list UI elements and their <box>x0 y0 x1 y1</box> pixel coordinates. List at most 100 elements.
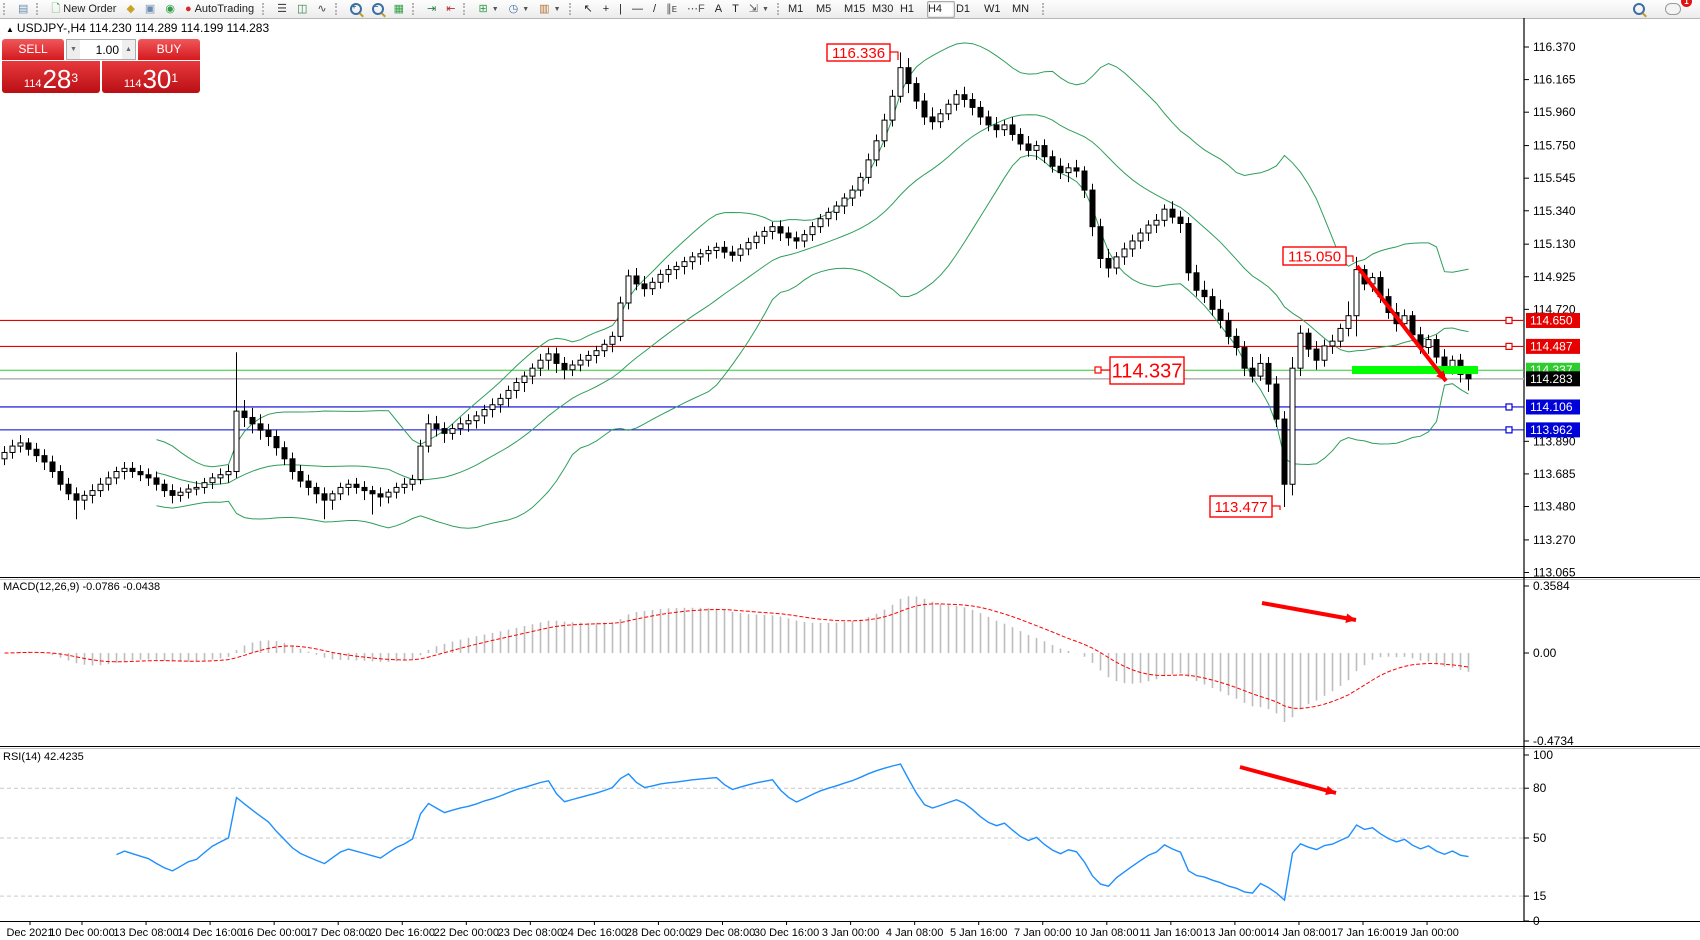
zoom-in-button[interactable] <box>345 0 367 19</box>
volume-up-icon[interactable]: ▲ <box>122 40 135 59</box>
price-annotation-text[interactable]: 116.336 <box>832 45 885 62</box>
trend-arrow-head[interactable] <box>1345 613 1356 623</box>
text-button[interactable]: A <box>710 0 727 19</box>
price-tick-label: 116.370 <box>1533 40 1576 54</box>
cursor-button[interactable]: ↖ <box>579 0 598 19</box>
line-handle-icon[interactable] <box>1505 403 1513 411</box>
bullish-candle <box>1145 224 1152 234</box>
bullish-candle <box>481 409 488 417</box>
macd-signal-line <box>4 603 1469 709</box>
price-tick-label: 114.925 <box>1533 270 1576 284</box>
timeframe-w1-button[interactable]: W1 <box>983 2 1001 15</box>
horizontal-line-button[interactable]: — <box>627 0 648 19</box>
zoom-out-button[interactable] <box>367 0 389 19</box>
bullish-candle <box>185 488 192 493</box>
buy-button[interactable]: BUY <box>138 39 200 60</box>
data-window-button[interactable]: ▣ <box>140 0 160 19</box>
pen-tool-button[interactable]: ◆ <box>121 0 139 19</box>
bullish-candle <box>1321 345 1328 361</box>
timeframe-m30-button[interactable]: M30 <box>871 2 894 15</box>
indicators-button[interactable]: ⊞ ▼ <box>473 0 503 19</box>
bullish-candle <box>665 269 672 275</box>
price-annotation-text[interactable]: 115.050 <box>1288 248 1341 265</box>
price-annotation-text[interactable]: 114.337 <box>1112 361 1183 383</box>
timeframe-d1-button[interactable]: D1 <box>955 2 971 15</box>
bearish-candle <box>1273 383 1280 420</box>
autotrading-button[interactable]: ● AutoTrading <box>180 0 259 19</box>
price-annotation-text[interactable]: 113.477 <box>1214 499 1267 516</box>
timeframe-h4-button[interactable]: H4 <box>926 0 955 18</box>
text-label-button[interactable]: T <box>727 0 744 19</box>
bullish-candle <box>497 397 504 406</box>
new-order-button[interactable]: 🗋 New Order <box>46 0 121 19</box>
line-handle-icon[interactable] <box>1505 426 1513 434</box>
line-handle-icon[interactable] <box>1505 342 1513 350</box>
price-tick-label: 115.130 <box>1533 237 1576 251</box>
line-handle-icon[interactable] <box>1505 316 1513 325</box>
time-axis-label: 24 Dec 16:00 <box>562 927 627 939</box>
bearish-candle <box>129 467 136 473</box>
tile-windows-button[interactable]: ▦ <box>389 0 409 19</box>
bearish-candle <box>561 362 568 371</box>
trend-arrow[interactable] <box>1261 601 1357 622</box>
fibonacci-button[interactable]: ⋯F <box>682 0 710 19</box>
volume-value[interactable]: 1.00 <box>95 42 119 57</box>
line-chart-button[interactable]: ∿ <box>312 0 331 19</box>
new-chart-button[interactable]: ▤ <box>13 0 33 19</box>
bar-chart-button[interactable]: ☰ <box>272 0 292 19</box>
price-tick-label: 113.890 <box>1533 434 1576 448</box>
toolbar-grip <box>463 3 470 15</box>
templates-button[interactable]: ▥ ▼ <box>534 0 565 19</box>
bearish-candle <box>441 428 448 434</box>
bullish-candle <box>1337 327 1344 342</box>
trend-arrow-head[interactable] <box>1325 785 1336 796</box>
sell-price[interactable]: 114 28 3 <box>2 61 100 93</box>
timeframe-mn-button[interactable]: MN <box>1011 2 1030 15</box>
timeframe-m1-button[interactable]: M1 <box>787 2 804 15</box>
auto-scroll-button[interactable]: ⇥ <box>422 0 441 19</box>
buy-price[interactable]: 114 30 1 <box>102 61 200 93</box>
arrows-button[interactable]: ⇲ ▼ <box>744 0 774 19</box>
bullish-candle <box>545 353 552 361</box>
new-chart-button-icon: ▤ <box>18 2 29 15</box>
bullish-candle <box>737 248 744 256</box>
timeframe-h1-button[interactable]: H1 <box>899 2 915 15</box>
rsi-axis-label: 100 <box>1533 748 1553 762</box>
cursor-button-icon: ↖ <box>583 2 593 15</box>
chart-shift-button[interactable]: ⇤ <box>441 0 460 19</box>
line-handle-icon[interactable] <box>1094 366 1102 374</box>
trend-arrow[interactable] <box>1239 765 1337 795</box>
trend-arrow-head[interactable] <box>1436 370 1446 381</box>
vertical-line-button[interactable]: | <box>614 0 627 19</box>
time-axis-label: 5 Jan 16:00 <box>950 927 1008 939</box>
search-icon <box>1633 3 1645 15</box>
trendline-button[interactable]: / <box>648 0 661 19</box>
rsi-line <box>116 763 1469 902</box>
support-zone-highlight[interactable] <box>1352 366 1478 374</box>
price-annotation-box[interactable] <box>1282 246 1347 266</box>
candlestick-chart-button[interactable]: ◫ <box>292 0 312 19</box>
trend-arrow[interactable] <box>1355 264 1448 383</box>
price-annotation-box[interactable] <box>826 43 891 62</box>
timeframe-m15-button[interactable]: M15 <box>843 2 866 15</box>
sell-button[interactable]: SELL <box>2 39 64 60</box>
equidistant-channel-button[interactable]: ∥ᴇ <box>661 0 682 19</box>
volume-stepper[interactable]: ▼ 1.00 ▲ <box>66 39 136 60</box>
symbol-arrow-icon: ▲ <box>6 25 14 34</box>
timeframe-m5-button[interactable]: M5 <box>815 2 832 15</box>
volume-down-icon[interactable]: ▼ <box>67 40 80 59</box>
price-annotation-box[interactable] <box>1209 495 1273 518</box>
price-annotation-box[interactable] <box>1109 356 1185 385</box>
search-button[interactable] <box>1628 0 1650 19</box>
periods-button[interactable]: ◷ ▼ <box>504 0 535 19</box>
signal-button[interactable]: ◉ <box>160 0 180 19</box>
price-tick-label: 116.165 <box>1533 73 1576 87</box>
indicators-button-icon: ⊞ <box>478 2 488 15</box>
notifications-button[interactable]: 1 <box>1660 0 1692 19</box>
zoom-in-icon <box>349 2 362 15</box>
bearish-candle <box>153 477 160 485</box>
bearish-candle <box>1025 143 1032 151</box>
crosshair-button[interactable]: + <box>598 0 614 19</box>
bearish-candle <box>257 423 264 431</box>
